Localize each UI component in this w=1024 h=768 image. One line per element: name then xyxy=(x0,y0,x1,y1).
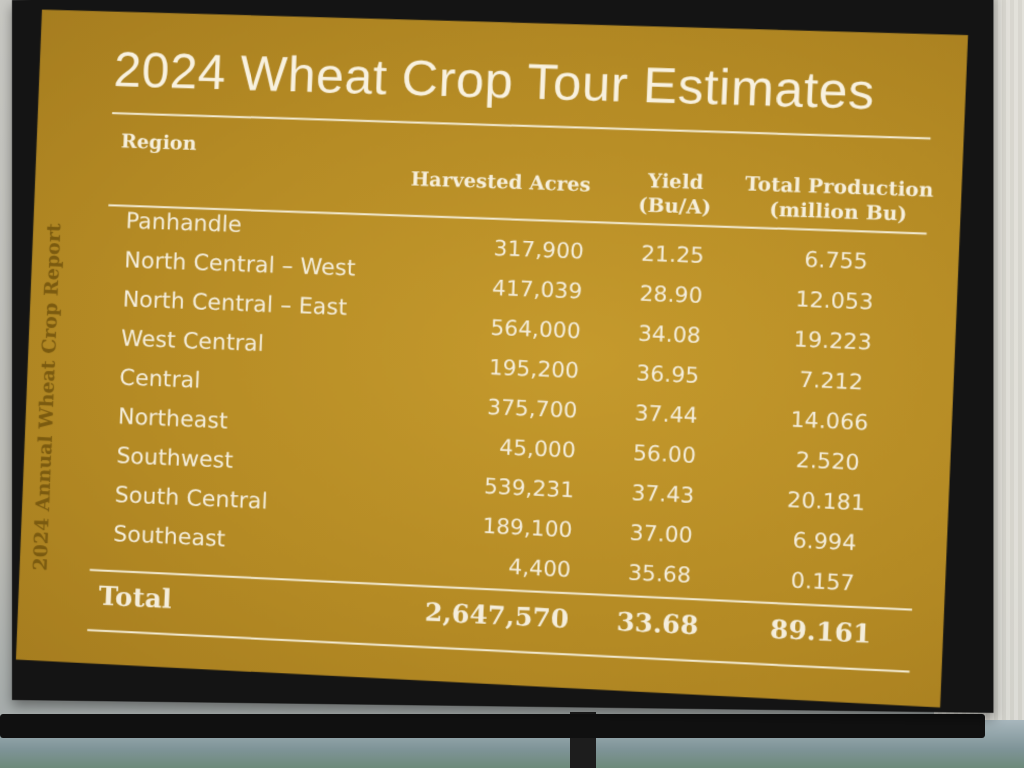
total-label: Total xyxy=(98,582,172,616)
total-production: 89.161 xyxy=(757,614,885,650)
header-yield-line1: Yield xyxy=(623,169,729,197)
table-body: Panhandle 317,900 21.25 6.755 North Central … xyxy=(42,10,968,35)
acres-cell: 317,900 xyxy=(459,235,584,264)
production-cell: 19.223 xyxy=(769,326,897,356)
header-yield-line2: (Bu/A) xyxy=(622,193,728,221)
yield-cell: 37.00 xyxy=(614,520,709,549)
total-yield: 33.68 xyxy=(610,606,705,640)
region-cell: Central xyxy=(119,365,201,393)
acres-cell: 375,700 xyxy=(453,393,578,423)
yield-cell: 56.00 xyxy=(617,440,712,469)
acres-cell: 417,039 xyxy=(457,274,582,303)
acres-cell: 4,400 xyxy=(446,552,571,582)
yield-cell: 36.95 xyxy=(620,360,715,388)
header-acres: Harvested Acres xyxy=(410,168,587,198)
region-cell: North Central – East xyxy=(122,287,347,321)
yield-cell: 21.25 xyxy=(625,241,720,269)
yield-cell: 34.08 xyxy=(622,320,717,348)
yield-cell: 35.68 xyxy=(612,559,707,588)
header-production: Total Production (million Bu) xyxy=(742,173,935,228)
region-cell: Northeast xyxy=(118,405,229,435)
header-yield: Yield (Bu/A) xyxy=(622,169,729,221)
production-cell: 7.212 xyxy=(767,366,895,396)
header-region: Region xyxy=(121,130,197,156)
region-cell: Southeast xyxy=(113,522,226,552)
yield-cell: 37.44 xyxy=(619,400,714,428)
slide: 2024 Annual Wheat Crop Report 2024 Wheat… xyxy=(16,10,968,708)
screen-bottom-bar xyxy=(0,714,985,738)
production-cell: 12.053 xyxy=(770,286,898,315)
total-acres: 2,647,570 xyxy=(403,596,570,634)
region-cell: Southwest xyxy=(116,444,234,474)
region-cell: South Central xyxy=(114,483,268,515)
projection-screen: 2024 Annual Wheat Crop Report 2024 Wheat… xyxy=(12,0,993,713)
acres-cell: 195,200 xyxy=(454,354,579,383)
region-cell: Panhandle xyxy=(125,209,242,238)
yield-cell: 28.90 xyxy=(623,281,718,309)
acres-cell: 564,000 xyxy=(456,314,581,343)
production-cell: 0.157 xyxy=(759,566,887,597)
region-cell: West Central xyxy=(121,326,265,357)
slide-title: 2024 Wheat Crop Tour Estimates xyxy=(113,42,876,122)
production-cell: 6.755 xyxy=(772,246,900,275)
yield-cell: 37.43 xyxy=(615,480,710,509)
region-cell: North Central – West xyxy=(124,248,356,282)
